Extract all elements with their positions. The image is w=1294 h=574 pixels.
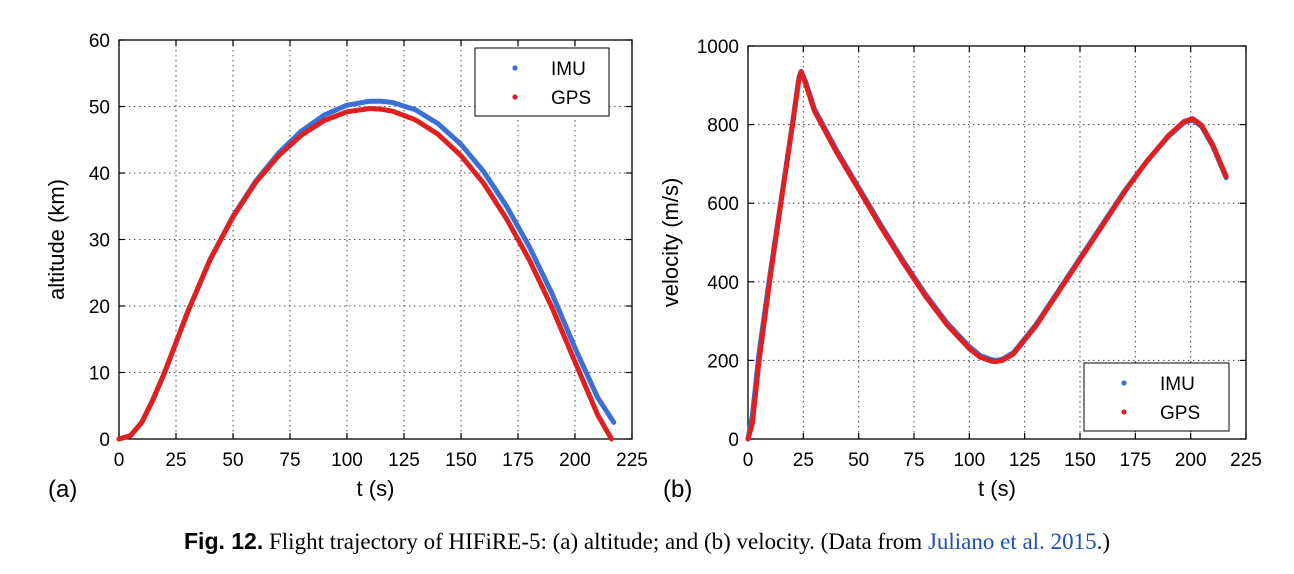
x-tick-label: 225 xyxy=(1230,450,1262,471)
x-tick-label: 100 xyxy=(331,450,363,471)
plot-frame xyxy=(747,45,1247,440)
y-axis-title: velocity (m/s) xyxy=(658,178,683,308)
altitude-chart: 0 25 50 75 100 125 150 175 200 225 0 10 20 30 40 50 60 t … xyxy=(44,31,648,503)
y-tick-label: 200 xyxy=(707,351,739,372)
x-tick-label: 200 xyxy=(1175,450,1207,471)
x-tick-label: 125 xyxy=(1009,450,1041,471)
legend-marker-gps xyxy=(512,94,518,100)
legend-label-gps: GPS xyxy=(1160,403,1200,424)
x-tick-label: 200 xyxy=(559,450,591,471)
x-tick-label: 175 xyxy=(1119,450,1151,471)
series-line-gps xyxy=(116,106,614,442)
y-tick-label: 800 xyxy=(707,116,739,137)
legend-marker-gps xyxy=(1121,409,1127,415)
y-tick-label: 60 xyxy=(89,31,110,52)
x-tick-label: 100 xyxy=(953,450,985,471)
legend-label-gps: GPS xyxy=(551,88,591,109)
x-tick-label: 150 xyxy=(445,450,477,471)
x-tick-label: 0 xyxy=(114,450,125,471)
x-tick-label: 175 xyxy=(502,450,534,471)
series-line-gps xyxy=(745,69,1229,442)
x-tick-label: 150 xyxy=(1064,450,1096,471)
x-axis-title: t (s) xyxy=(978,476,1016,501)
caption-text: Flight trajectory of HIFiRE-5: (a) altit… xyxy=(263,529,928,554)
x-tick-label: 25 xyxy=(165,450,186,471)
legend-marker-imu xyxy=(1121,380,1127,386)
legend-box xyxy=(1083,362,1230,432)
legend: IMU GPS xyxy=(1083,362,1230,432)
x-tick-label: 225 xyxy=(616,450,648,471)
series-line-imu xyxy=(116,98,617,442)
reference-link[interactable]: Juliano et al. 2015 xyxy=(927,529,1097,554)
y-axis-title: altitude (km) xyxy=(44,179,69,300)
y-tick-label: 40 xyxy=(89,164,110,185)
y-tick-label: 30 xyxy=(89,231,110,252)
x-tick-label: 25 xyxy=(793,450,814,471)
y-tick-label: 0 xyxy=(728,430,739,451)
x-tick-label: 0 xyxy=(743,450,754,471)
caption-end: .) xyxy=(1096,529,1110,554)
y-tick-label: 600 xyxy=(707,194,739,215)
figure-caption: Fig. 12. Flight trajectory of HIFiRE-5: … xyxy=(0,528,1294,555)
x-tick-label: 50 xyxy=(848,450,869,471)
figure-number: Fig. 12. xyxy=(184,528,264,554)
x-tick-label: 125 xyxy=(388,450,420,471)
y-tick-label: 0 xyxy=(99,430,110,451)
panel-label: (a) xyxy=(48,476,77,503)
y-tick-label: 1000 xyxy=(697,37,739,58)
x-tick-label: 75 xyxy=(903,450,924,471)
panel-label: (b) xyxy=(663,476,692,503)
y-tick-label: 50 xyxy=(89,98,110,119)
legend-box xyxy=(474,47,610,117)
y-tick-label: 20 xyxy=(89,297,110,318)
legend-label-imu: IMU xyxy=(551,59,586,80)
y-tick-label: 10 xyxy=(89,364,110,385)
x-tick-label: 75 xyxy=(279,450,300,471)
legend-marker-imu xyxy=(512,65,518,71)
y-tick-label: 400 xyxy=(707,273,739,294)
velocity-chart: 0 25 50 75 100 125 150 175 200 225 0 200 400 600 800 10… xyxy=(658,37,1262,503)
legend-label-imu: IMU xyxy=(1160,374,1195,395)
x-tick-label: 50 xyxy=(222,450,243,471)
legend: IMU GPS xyxy=(474,47,610,117)
x-axis-title: t (s) xyxy=(357,476,395,501)
